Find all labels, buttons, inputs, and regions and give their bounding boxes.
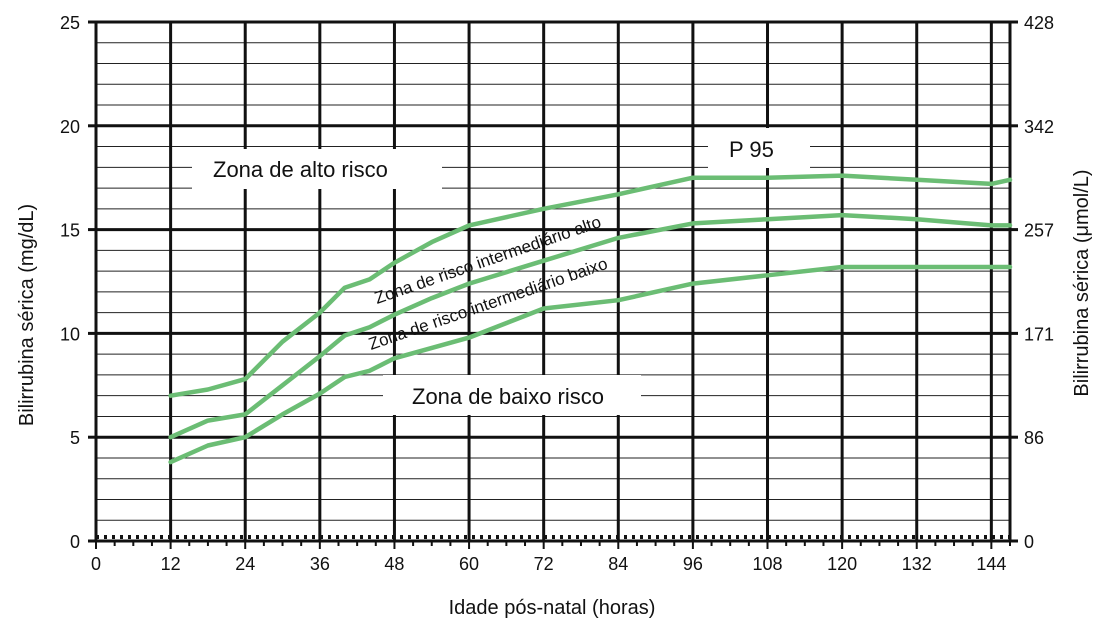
right-tick-label: 257 xyxy=(1024,221,1054,241)
series-line-3 xyxy=(168,264,1013,465)
right-y-axis-title: Bilirrubina sérica (μmol/L) xyxy=(1071,169,1093,396)
plot-frame xyxy=(88,20,1018,543)
high-risk-backdrop xyxy=(192,149,442,189)
x-tick-label: 120 xyxy=(827,554,857,574)
x-tick-label: 84 xyxy=(608,554,628,574)
right-axis-ticks: 0 86 171 257 342 428 xyxy=(1010,13,1054,552)
low-risk-backdrop xyxy=(383,375,641,415)
y-tick-label: 10 xyxy=(60,324,80,344)
right-tick-label: 86 xyxy=(1024,428,1044,448)
right-tick-label: 0 xyxy=(1024,532,1034,552)
p95-label: P 95 xyxy=(729,137,774,162)
y-tick-label: 15 xyxy=(60,221,80,241)
x-tick-label: 72 xyxy=(534,554,554,574)
x-tick-label: 24 xyxy=(235,554,255,574)
y-axis-title: Bilirrubina sérica (mg/dL) xyxy=(16,204,38,426)
low-risk-zone-label: Zona de baixo risco xyxy=(412,384,604,409)
high-risk-zone-label: Zona de alto risco xyxy=(213,157,388,182)
x-tick-label: 0 xyxy=(91,554,101,574)
y-axis-ticks: 0 5 10 15 20 25 xyxy=(60,13,96,552)
series-line-1 xyxy=(168,173,1013,398)
x-tick-label: 132 xyxy=(902,554,932,574)
x-tick-label: 96 xyxy=(683,554,703,574)
y-tick-label: 20 xyxy=(60,117,80,137)
right-tick-label: 171 xyxy=(1024,324,1054,344)
right-tick-label: 428 xyxy=(1024,13,1054,33)
y-tick-label: 25 xyxy=(60,13,80,33)
x-tick-label: 108 xyxy=(752,554,782,574)
right-tick-label: 342 xyxy=(1024,117,1054,137)
series-lines xyxy=(168,173,1013,465)
x-tick-label: 144 xyxy=(976,554,1006,574)
y-tick-label: 5 xyxy=(70,428,80,448)
p95-backdrop xyxy=(708,128,810,168)
series-line-2 xyxy=(168,212,1013,440)
y-tick-label: 0 xyxy=(70,532,80,552)
x-tick-label: 12 xyxy=(161,554,181,574)
x-tick-label: 48 xyxy=(384,554,404,574)
x-axis-title: Idade pós-natal (horas) xyxy=(449,597,656,619)
x-tick-label: 60 xyxy=(459,554,479,574)
x-axis-ticks: 0 12 24 36 48 60 72 84 96 108 120 132 144 xyxy=(91,541,1011,574)
x-tick-label: 36 xyxy=(310,554,330,574)
